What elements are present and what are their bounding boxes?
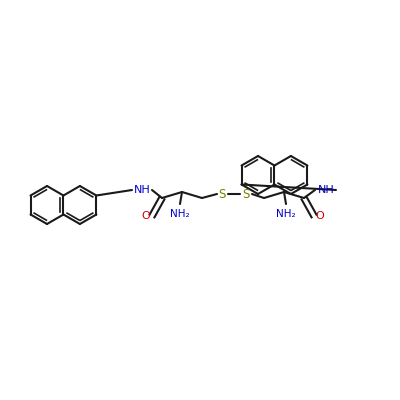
Text: S: S (218, 188, 226, 200)
Text: NH: NH (318, 185, 334, 195)
Text: NH₂: NH₂ (170, 209, 190, 219)
Text: O: O (142, 211, 150, 221)
Text: NH₂: NH₂ (276, 209, 296, 219)
Text: NH: NH (134, 185, 150, 195)
Text: O: O (316, 211, 324, 221)
Text: S: S (242, 188, 250, 200)
